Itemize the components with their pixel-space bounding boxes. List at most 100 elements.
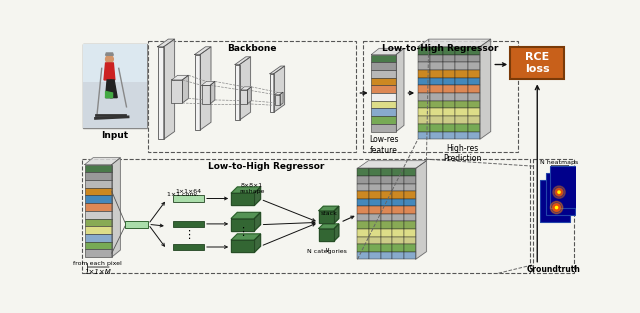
Circle shape: [106, 55, 113, 63]
Bar: [392, 229, 404, 237]
Circle shape: [556, 206, 557, 209]
Text: N categories: N categories: [307, 249, 346, 254]
Bar: [381, 222, 392, 229]
Bar: [392, 199, 404, 206]
Polygon shape: [280, 92, 283, 105]
Bar: [371, 78, 396, 85]
Bar: [467, 124, 480, 131]
Bar: [275, 95, 280, 105]
Polygon shape: [239, 57, 250, 120]
Bar: [467, 78, 480, 85]
Bar: [467, 116, 480, 124]
Polygon shape: [270, 66, 285, 74]
Bar: [418, 85, 430, 93]
Bar: [404, 206, 415, 214]
Bar: [418, 101, 430, 108]
Bar: [418, 47, 430, 54]
Bar: [418, 54, 430, 62]
Bar: [418, 62, 430, 70]
Bar: [533, 159, 573, 273]
Bar: [404, 168, 415, 176]
Bar: [455, 131, 467, 139]
Text: from each pixel: from each pixel: [73, 261, 122, 266]
Polygon shape: [415, 161, 426, 259]
Bar: [381, 191, 392, 199]
Bar: [371, 54, 396, 62]
Bar: [467, 101, 480, 108]
Bar: [455, 70, 467, 78]
Polygon shape: [231, 193, 254, 205]
Polygon shape: [106, 91, 113, 98]
Bar: [404, 214, 415, 222]
Bar: [369, 168, 381, 176]
Bar: [202, 85, 210, 104]
Bar: [369, 176, 381, 184]
Bar: [404, 191, 415, 199]
Bar: [392, 237, 404, 244]
Bar: [358, 191, 369, 199]
Bar: [125, 221, 148, 228]
Bar: [392, 176, 404, 184]
Bar: [358, 214, 369, 222]
Polygon shape: [334, 206, 339, 223]
Bar: [369, 214, 381, 222]
Polygon shape: [274, 66, 285, 112]
Bar: [371, 93, 396, 101]
Bar: [455, 124, 467, 131]
Polygon shape: [84, 158, 120, 165]
Bar: [83, 159, 529, 273]
Text: Low-to-High Regressor: Low-to-High Regressor: [382, 44, 499, 54]
Bar: [443, 70, 455, 78]
Bar: [404, 237, 415, 244]
Bar: [455, 116, 467, 124]
Bar: [455, 108, 467, 116]
Bar: [430, 101, 443, 108]
Bar: [455, 85, 467, 93]
Bar: [443, 131, 455, 139]
Bar: [358, 176, 369, 184]
Bar: [358, 237, 369, 244]
Polygon shape: [254, 234, 260, 252]
Text: 1×1 conv.: 1×1 conv.: [167, 192, 198, 197]
Bar: [84, 234, 112, 242]
Polygon shape: [195, 47, 211, 54]
Polygon shape: [254, 212, 260, 231]
Polygon shape: [235, 57, 250, 64]
Bar: [83, 44, 147, 128]
Bar: [430, 85, 443, 93]
Text: Low-res
feature: Low-res feature: [369, 135, 399, 155]
Bar: [430, 131, 443, 139]
Bar: [363, 41, 518, 152]
Bar: [467, 47, 480, 54]
Bar: [404, 199, 415, 206]
Bar: [84, 203, 112, 211]
Bar: [430, 108, 443, 116]
Circle shape: [553, 204, 561, 211]
Bar: [371, 116, 396, 124]
Bar: [173, 221, 204, 227]
Text: Low-to-High Regressor: Low-to-High Regressor: [208, 162, 324, 171]
Polygon shape: [319, 211, 334, 223]
Bar: [550, 166, 580, 208]
Text: reshape: reshape: [239, 189, 265, 194]
Text: 1×1×M: 1×1×M: [84, 269, 111, 275]
Bar: [546, 173, 575, 215]
Polygon shape: [157, 39, 175, 47]
Bar: [84, 242, 112, 249]
Bar: [381, 229, 392, 237]
Polygon shape: [396, 48, 404, 131]
Bar: [358, 184, 369, 191]
Polygon shape: [241, 87, 252, 90]
Bar: [443, 101, 455, 108]
Bar: [404, 252, 415, 259]
Bar: [381, 206, 392, 214]
Bar: [369, 199, 381, 206]
Text: 1×1×64: 1×1×64: [175, 189, 202, 194]
Text: ⋮: ⋮: [183, 230, 194, 240]
Bar: [404, 184, 415, 191]
Circle shape: [553, 186, 565, 198]
Bar: [371, 70, 396, 78]
Bar: [443, 85, 455, 93]
Polygon shape: [106, 53, 113, 55]
Bar: [358, 229, 369, 237]
